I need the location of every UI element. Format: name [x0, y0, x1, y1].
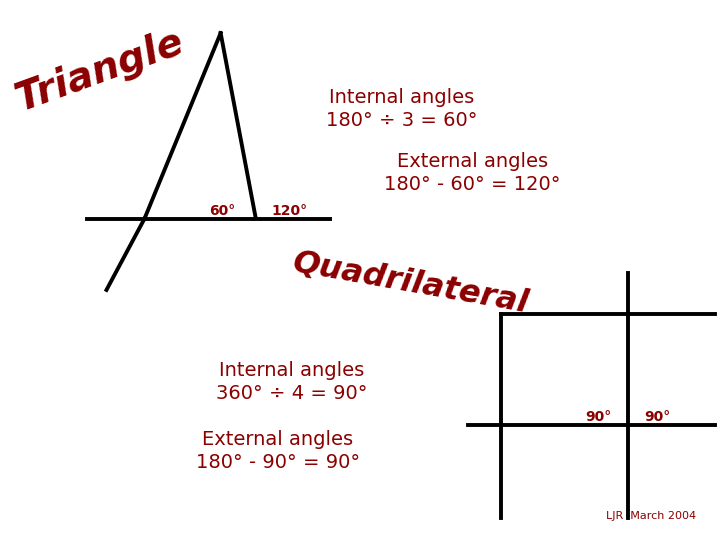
Text: LJR  March 2004: LJR March 2004 — [606, 511, 696, 521]
Text: 180° - 90° = 90°: 180° - 90° = 90° — [196, 453, 360, 471]
Text: Internal angles: Internal angles — [329, 88, 474, 107]
Text: External angles: External angles — [202, 430, 354, 449]
Text: Internal angles: Internal angles — [220, 361, 364, 380]
Text: 90°: 90° — [644, 410, 670, 424]
Text: Quadrilateral: Quadrilateral — [290, 247, 531, 319]
Text: 180° - 60° = 120°: 180° - 60° = 120° — [384, 175, 561, 194]
Text: 90°: 90° — [585, 410, 611, 424]
Text: 60°: 60° — [209, 204, 235, 218]
Text: 180° ÷ 3 = 60°: 180° ÷ 3 = 60° — [325, 111, 477, 130]
Text: Triangle: Triangle — [11, 23, 189, 119]
Text: 360° ÷ 4 = 90°: 360° ÷ 4 = 90° — [216, 384, 368, 403]
Text: External angles: External angles — [397, 152, 548, 171]
Text: 120°: 120° — [271, 204, 307, 218]
